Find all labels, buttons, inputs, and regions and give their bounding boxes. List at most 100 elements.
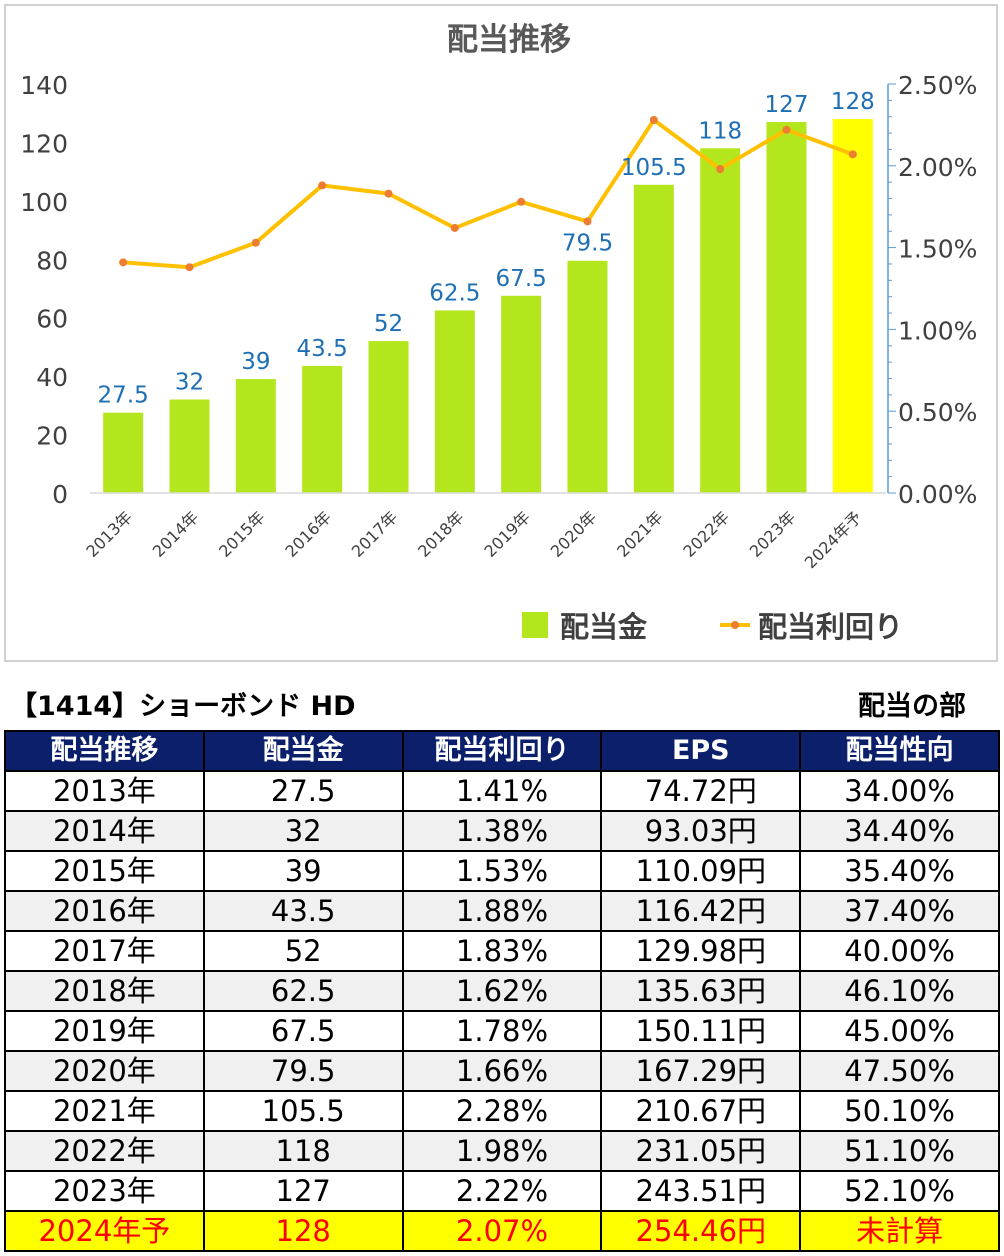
left-axis-ticks: 0 20 40 60 80 100 120 140: [20, 71, 68, 509]
table-row: 2017年 52 1.83% 129.98円 40.00%: [4, 930, 1000, 972]
yield-point-2022年: [716, 165, 725, 174]
table-cell: 2.22%: [401, 1170, 603, 1212]
table-row: 2018年 62.5 1.62% 135.63円 46.10%: [4, 970, 1000, 1012]
table-cell: 2021年: [4, 1090, 205, 1132]
table-cell: 2016年: [4, 890, 205, 932]
left-tick-label: 100: [20, 188, 68, 217]
legend: 配当金 配当利回り: [522, 610, 903, 644]
table-cell: 79.5: [202, 1050, 404, 1092]
header-cell: 配当性向: [799, 730, 1000, 772]
right-tick-label: 1.50%: [898, 235, 977, 264]
right-tick-label: 0.50%: [898, 398, 977, 427]
x-tick-label: 2024年予: [801, 507, 866, 572]
bar-data-label: 118: [698, 118, 742, 144]
table-row: 2020年 79.5 1.66% 167.29円 47.50%: [4, 1050, 1000, 1092]
bar-2023年: [766, 121, 807, 493]
yield-point-2018年: [450, 223, 459, 232]
yield-point-2021年: [649, 115, 658, 124]
bar-2018年: [434, 310, 475, 493]
bar-2022年: [700, 148, 741, 493]
table-cell: 2022年: [4, 1130, 205, 1172]
table-cell: 50.10%: [799, 1090, 1000, 1132]
x-tick-label: 2013年: [82, 507, 136, 561]
table-cell: 110.09円: [600, 850, 802, 892]
left-tick-label: 20: [36, 422, 68, 451]
bar-data-label: 43.5: [297, 336, 348, 362]
dividend-chart: 配当推移 0 20 40 60 80 100 120 140 0.00% 0.50% 1.00% 1…: [20, 22, 977, 644]
left-tick-label: 120: [20, 129, 68, 158]
table-cell: 2.07%: [401, 1210, 603, 1252]
chart-title: 配当推移: [447, 22, 571, 58]
table-cell: 1.88%: [401, 890, 603, 932]
x-tick-label: 2023年: [746, 507, 800, 561]
table-cell: 52: [202, 930, 404, 972]
bar-2020年: [567, 260, 608, 493]
bar-data-label: 39: [241, 349, 270, 375]
bar-data-label: 32: [175, 370, 204, 396]
x-tick-label: 2022年: [679, 507, 733, 561]
table-cell: 167.29円: [600, 1050, 802, 1092]
header-cell: EPS: [600, 730, 802, 772]
table-cell: 116.42円: [600, 890, 802, 932]
yield-point-2019年: [517, 197, 526, 206]
table-cell: 37.40%: [799, 890, 1000, 932]
table-cell: 1.78%: [401, 1010, 603, 1052]
table-cell: 74.72円: [600, 770, 802, 812]
right-axis-ticks: 0.00% 0.50% 1.00% 1.50% 2.00% 2.50%: [887, 71, 977, 509]
table-cell: 40.00%: [799, 930, 1000, 972]
table-cell: 52.10%: [799, 1170, 1000, 1212]
dividend-table: 配当推移 配当金 配当利回り EPS 配当性向 2013年 27.5 1.41% 74.72円…: [4, 730, 1000, 1252]
legend-label-dividend: 配当金: [560, 610, 648, 644]
table-cell: 1.62%: [401, 970, 603, 1012]
table-row: 2016年 43.5 1.88% 116.42円 37.40%: [4, 890, 1000, 932]
header-cell: 配当推移: [4, 730, 205, 772]
table-cell: 62.5: [202, 970, 404, 1012]
table-cell: 118: [202, 1130, 404, 1172]
left-tick-label: 80: [36, 246, 68, 275]
bar-data-label: 105.5: [621, 155, 687, 181]
left-tick-label: 140: [20, 71, 68, 100]
x-tick-label: 2014年: [149, 507, 203, 561]
x-tick-label: 2017年: [348, 507, 402, 561]
chart-frame: 配当推移 0 20 40 60 80 100 120 140 0.00% 0.50% 1.00% 1…: [4, 4, 998, 662]
table-cell: 105.5: [202, 1090, 404, 1132]
bar-data-label: 27.5: [98, 383, 149, 409]
table-cell: 45.00%: [799, 1010, 1000, 1052]
bar-data-label: 52: [374, 311, 403, 337]
table-row: 2015年 39 1.53% 110.09円 35.40%: [4, 850, 1000, 892]
table-cell: 2019年: [4, 1010, 205, 1052]
yield-point-2014年: [185, 263, 194, 272]
table-cell: 2015年: [4, 850, 205, 892]
bar-data-label: 79.5: [562, 231, 613, 257]
table-cell: 2017年: [4, 930, 205, 972]
bar-2019年: [501, 295, 542, 493]
bar-data-label: 128: [831, 89, 875, 115]
table-cell: 1.41%: [401, 770, 603, 812]
table-cell: 127: [202, 1170, 404, 1212]
table-cell: 1.98%: [401, 1130, 603, 1172]
table-cell: 34.40%: [799, 810, 1000, 852]
right-tick-label: 0.00%: [898, 480, 977, 509]
table-cell: 2.28%: [401, 1090, 603, 1132]
x-tick-label: 2015年: [215, 507, 269, 561]
bar-series: [90, 119, 886, 494]
table-cell: 2014年: [4, 810, 205, 852]
yield-point-2023年: [782, 125, 791, 134]
table-header-row: 配当推移 配当金 配当利回り EPS 配当性向: [4, 730, 1000, 772]
yield-point-2024年予: [848, 150, 857, 159]
bar-2014年: [169, 399, 210, 493]
table-cell: 35.40%: [799, 850, 1000, 892]
right-tick-label: 2.00%: [898, 153, 977, 182]
table-row: 2019年 67.5 1.78% 150.11円 45.00%: [4, 1010, 1000, 1052]
bar-2017年: [368, 341, 409, 493]
x-tick-label: 2020年: [547, 507, 601, 561]
table-cell: 2023年: [4, 1170, 205, 1212]
table-cell: 150.11円: [600, 1010, 802, 1052]
yield-point-2017年: [384, 189, 393, 198]
bar-2021年: [633, 184, 674, 493]
table-cell: 1.53%: [401, 850, 603, 892]
table-cell: 67.5: [202, 1010, 404, 1052]
x-tick-label: 2018年: [414, 507, 468, 561]
table-cell: 254.46円: [600, 1210, 802, 1252]
table-cell: 128: [202, 1210, 404, 1252]
